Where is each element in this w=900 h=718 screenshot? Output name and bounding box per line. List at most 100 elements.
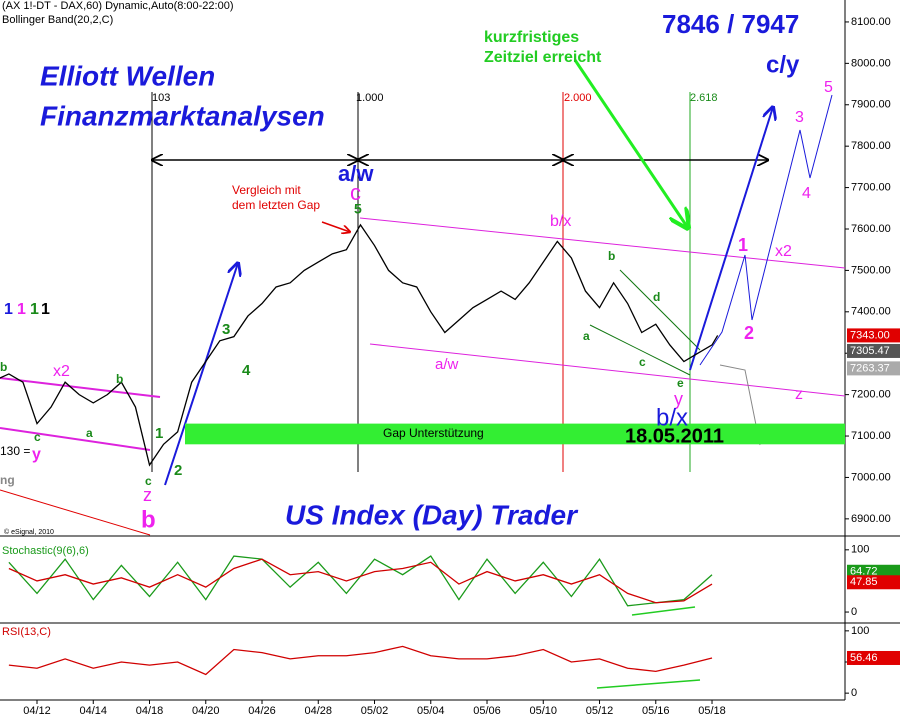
last-value-box: [847, 328, 900, 343]
annotation: b/x: [550, 213, 571, 230]
y-tick-label: 0: [851, 687, 857, 699]
annotation: x2: [53, 363, 70, 380]
gap-label: Gap Unterstützung: [383, 426, 484, 440]
annotation: 5: [354, 201, 362, 217]
x-tick-label: 05/02: [361, 705, 389, 717]
y-tick-label: 7800.00: [851, 140, 891, 152]
annotation: 4: [242, 362, 251, 379]
x-tick-label: 04/26: [248, 705, 276, 717]
price-line: [0, 223, 719, 467]
annotation: 3: [222, 321, 230, 338]
y-tick-label: 7900.00: [851, 99, 891, 111]
y-tick-label: 7700.00: [851, 181, 891, 193]
y-tick-label: 7500.00: [851, 264, 891, 276]
annotation: 7846 / 7947: [662, 9, 799, 39]
annotation: 1: [41, 301, 50, 318]
y-tick-label: 7400.00: [851, 306, 891, 318]
annotation: x2: [775, 243, 792, 260]
annotation: 1.000: [356, 92, 384, 104]
annotation: dem letzten Gap: [232, 198, 320, 212]
annotation: US Index (Day) Trader: [285, 499, 579, 530]
annotation: Zeitziel erreicht: [484, 49, 602, 66]
last-value-label: 7263.37: [850, 362, 890, 374]
annotation: 103: [152, 92, 170, 104]
annotation: a: [583, 329, 590, 343]
wave-arrow: [689, 107, 773, 371]
annotation: b/x: [656, 404, 688, 431]
x-tick-label: 05/18: [698, 705, 726, 717]
annotation: b: [608, 249, 615, 263]
annotation: 1: [17, 301, 26, 318]
annotation: a: [86, 426, 93, 440]
last-value-box: [847, 361, 900, 376]
x-tick-label: 04/14: [79, 705, 107, 717]
annotation: Elliott Wellen: [40, 60, 215, 91]
annotation: 2.000: [564, 92, 592, 104]
annotation: d: [653, 290, 660, 304]
x-tick-label: 05/04: [417, 705, 445, 717]
wedge-line: [619, 269, 701, 351]
y-tick-label: 7100.00: [851, 430, 891, 442]
last-value-label: 7305.47: [850, 345, 890, 357]
annotation: 5: [824, 79, 833, 96]
wedge-line: [589, 324, 691, 376]
annotation: c: [145, 474, 152, 488]
annotation: 18.05.2011: [625, 425, 724, 447]
annotation: e: [677, 376, 684, 390]
annotation: Finanzmarktanalysen: [40, 100, 325, 131]
annotation: c: [34, 430, 41, 444]
y-tick-label: 8100.00: [851, 16, 891, 28]
target-arrow: [573, 59, 688, 228]
gap-arrow: [321, 221, 350, 232]
y-tick-label: 7000.00: [851, 471, 891, 483]
wave-projection: [699, 94, 833, 366]
channel-line: [359, 217, 846, 269]
last-value-box: [847, 343, 900, 358]
annotation: 1: [155, 425, 163, 442]
x-tick-label: 05/12: [586, 705, 614, 717]
annotation: 1: [4, 301, 13, 318]
last-value-box: [847, 650, 900, 665]
trend-line: [0, 489, 151, 536]
annotation: a/w: [435, 356, 459, 373]
last-value-label: 47.85: [850, 576, 878, 588]
y-tick-label: 100: [851, 625, 869, 637]
last-value-label: 7343.00: [850, 329, 890, 341]
divergence-line: [596, 679, 701, 689]
annotation: c: [350, 180, 361, 205]
y-tick-label: 7200.00: [851, 389, 891, 401]
annotation: 2.618: [690, 92, 718, 104]
last-value-label: 64.72: [850, 566, 878, 578]
annotation: b: [141, 506, 156, 533]
last-value-box: [847, 575, 900, 590]
annotation: 2: [174, 462, 182, 479]
annotation: ng: [0, 473, 15, 487]
annotation: © eSignal, 2010: [4, 528, 54, 536]
x-tick-label: 05/06: [473, 705, 501, 717]
y-tick-label: 7600.00: [851, 223, 891, 235]
channel-line: [0, 427, 151, 451]
y-tick-label: 6900.00: [851, 513, 891, 525]
annotation: a/w: [338, 161, 374, 186]
y-tick-label: 8000.00: [851, 57, 891, 69]
channel-line: [0, 377, 161, 398]
x-tick-label: 05/10: [530, 705, 558, 717]
projection-line: [719, 364, 761, 446]
y-tick-label: 100: [851, 544, 869, 556]
annotation: 4: [802, 185, 811, 202]
chart-title: (AX 1!-DT - DAX,60) Dynamic,Auto(8:00-22…: [2, 0, 234, 12]
wave-arrow: [164, 263, 238, 486]
annotation: Vergleich mit: [232, 183, 301, 197]
gap-zone: [185, 423, 845, 445]
annotation: y: [674, 389, 683, 409]
annotation: c: [639, 355, 646, 369]
x-tick-label: 05/16: [642, 705, 670, 717]
annotation: b: [116, 372, 123, 386]
divergence-line: [631, 606, 696, 616]
x-tick-label: 04/18: [136, 705, 164, 717]
x-tick-label: 04/12: [23, 705, 51, 717]
price-line: [8, 555, 713, 607]
annotation: 1: [30, 301, 39, 318]
x-tick-label: 04/28: [305, 705, 333, 717]
